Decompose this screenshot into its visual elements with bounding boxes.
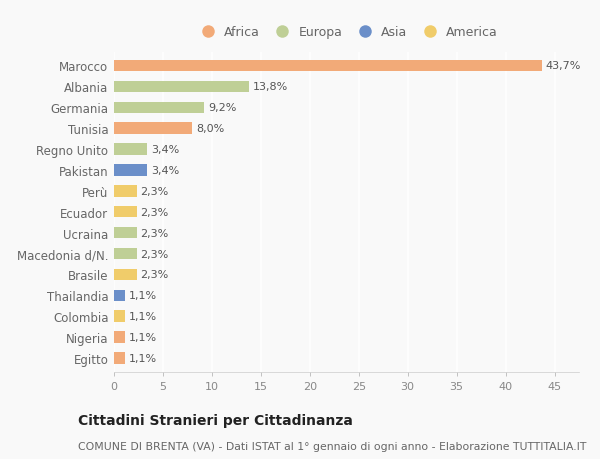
Text: 43,7%: 43,7% (546, 62, 581, 71)
Bar (114, 165, 147, 176)
Bar (114, 123, 193, 134)
Text: Cittadini Stranieri per Cittadinanza: Cittadini Stranieri per Cittadinanza (78, 414, 353, 428)
Text: 2,3%: 2,3% (140, 249, 169, 259)
Bar (114, 102, 204, 114)
Text: 13,8%: 13,8% (253, 82, 288, 92)
Bar (114, 269, 137, 280)
Text: 3,4%: 3,4% (151, 166, 179, 176)
Bar (114, 290, 125, 302)
Text: 8,0%: 8,0% (196, 124, 224, 134)
Bar (114, 248, 137, 260)
Bar (114, 311, 125, 322)
Text: 1,1%: 1,1% (128, 291, 157, 301)
Text: 1,1%: 1,1% (128, 312, 157, 321)
Text: 3,4%: 3,4% (151, 145, 179, 155)
Bar (114, 144, 147, 156)
Bar (114, 207, 137, 218)
Text: 2,3%: 2,3% (140, 270, 169, 280)
Text: 2,3%: 2,3% (140, 186, 169, 196)
Bar (114, 186, 137, 197)
Text: COMUNE DI BRENTA (VA) - Dati ISTAT al 1° gennaio di ogni anno - Elaborazione TUT: COMUNE DI BRENTA (VA) - Dati ISTAT al 1°… (78, 441, 586, 451)
Bar (114, 61, 542, 72)
Legend: Africa, Europa, Asia, America: Africa, Europa, Asia, America (191, 22, 502, 43)
Bar (114, 81, 249, 93)
Bar (114, 332, 125, 343)
Bar (114, 353, 125, 364)
Bar (114, 227, 137, 239)
Text: 9,2%: 9,2% (208, 103, 236, 113)
Text: 2,3%: 2,3% (140, 207, 169, 217)
Text: 2,3%: 2,3% (140, 228, 169, 238)
Text: 1,1%: 1,1% (128, 332, 157, 342)
Text: 1,1%: 1,1% (128, 353, 157, 363)
